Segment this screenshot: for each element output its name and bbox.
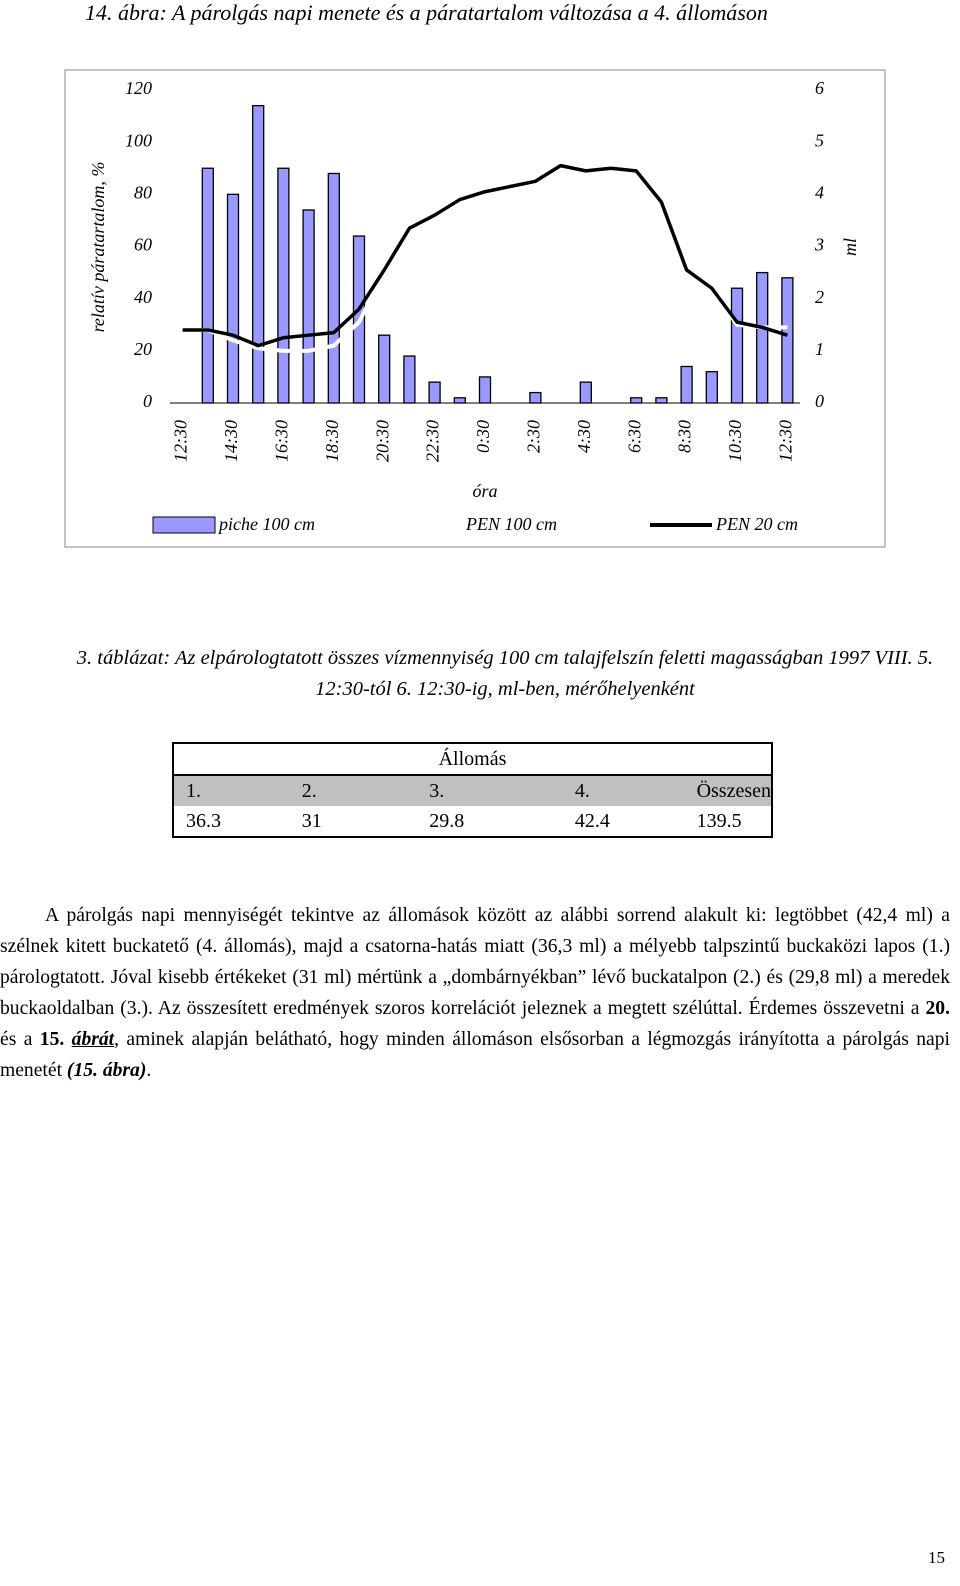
bar <box>201 167 214 404</box>
paragraph: A párolgás napi mennyiségét tekintve az … <box>0 900 950 1086</box>
y-tick-label: 100 <box>125 130 152 150</box>
x-tick-label: 6:30 <box>624 420 644 453</box>
y-tick-label: 20 <box>134 339 152 359</box>
x-tick-label: 0:30 <box>473 420 493 453</box>
text-run: . <box>146 1060 152 1081</box>
bar <box>680 365 693 404</box>
bar <box>579 381 592 404</box>
bar <box>478 376 492 404</box>
y2-tick-label: 0 <box>815 391 824 411</box>
y-tick-label: 120 <box>125 78 152 98</box>
bar <box>630 397 643 404</box>
data-table: Állomás 1. 2. 3. 4. Összesen 36.3 31 29.… <box>172 742 773 838</box>
y2-tick-label: 5 <box>815 130 824 150</box>
bar <box>655 397 668 404</box>
legend-label: PEN 20 cm <box>715 514 798 534</box>
y-tick-label: 80 <box>134 182 152 202</box>
y-tick-label: 60 <box>134 235 152 255</box>
table-title: Állomás <box>173 743 772 776</box>
bar <box>302 209 315 404</box>
text-run: és a <box>0 1029 40 1050</box>
chart: 0 20 40 60 80 100 120 0 1 2 3 4 5 6 relatív páratartal… <box>64 69 886 548</box>
y-axis-title: relatív páratartalom, % <box>88 162 108 333</box>
cell: 29.8 <box>429 809 465 832</box>
bar <box>378 334 391 404</box>
legend-label: piche 100 cm <box>217 514 315 534</box>
x-tick-label: 18:30 <box>322 420 342 462</box>
x-tick-label: 14:30 <box>221 420 241 462</box>
bar <box>453 397 466 404</box>
header-cell: 3. <box>411 775 557 806</box>
header-cell: 1. <box>173 775 284 806</box>
cell: 42.4 <box>574 809 610 832</box>
text-run: (15. ábra) <box>66 1060 147 1081</box>
bar <box>252 105 265 404</box>
y2-axis-title: ml <box>840 238 860 256</box>
header-cell: 2. <box>283 775 412 806</box>
x-tick-label: 12:30 <box>171 420 191 462</box>
figure-caption: 14. ábra: A párolgás napi menete és a pá… <box>85 0 768 25</box>
bar <box>781 277 794 404</box>
x-tick-label: 2:30 <box>524 420 544 453</box>
x-tick-label: 4:30 <box>574 420 594 453</box>
y2-tick-label: 4 <box>815 182 824 202</box>
bar <box>756 271 769 404</box>
text-run: , aminek alapján belátható, hogy minden … <box>0 1029 950 1081</box>
x-tick-label: 12:30 <box>776 420 796 462</box>
cell: 31 <box>301 809 322 832</box>
text-run: ábrát <box>71 1029 115 1050</box>
bar <box>428 381 441 404</box>
header-cell: 4. <box>556 775 685 806</box>
y-tick-label: 0 <box>143 391 152 411</box>
x-tick-label: 22:30 <box>423 420 443 462</box>
text-run: 20. <box>925 998 951 1019</box>
text-run: 15. <box>39 1029 72 1050</box>
y-tick-label: 40 <box>134 287 152 307</box>
bar <box>529 391 542 404</box>
legend-label: PEN 100 cm <box>465 514 557 534</box>
y2-tick-label: 2 <box>815 287 824 307</box>
bar <box>705 371 718 404</box>
cell: 139.5 <box>696 809 742 832</box>
header-cell: Összesen <box>684 775 772 806</box>
line <box>182 163 788 348</box>
cell: 36.3 <box>186 809 221 832</box>
bar <box>730 287 744 404</box>
x-axis-title: óra <box>472 481 497 501</box>
plot: 0 20 40 60 80 100 120 0 1 2 3 4 5 6 relatív páratartal… <box>88 78 860 534</box>
text-run: A párolgás napi mennyiségét tekintve az … <box>0 905 950 1019</box>
bar <box>403 355 416 404</box>
legend-swatch <box>152 516 216 534</box>
bar <box>327 172 340 404</box>
x-tick-label: 16:30 <box>272 420 292 462</box>
y2-tick-label: 6 <box>815 78 824 98</box>
bar <box>277 167 290 404</box>
x-tick-label: 20:30 <box>372 420 392 462</box>
x-tick-label: 8:30 <box>675 420 695 453</box>
table-caption: 3. táblázat: Az elpárologtatott összes v… <box>76 647 934 700</box>
y2-tick-label: 1 <box>815 339 824 359</box>
page-number: 15 <box>928 1548 945 1567</box>
x-tick-label: 10:30 <box>725 420 745 462</box>
y2-tick-label: 3 <box>814 235 824 255</box>
bar <box>226 193 240 404</box>
